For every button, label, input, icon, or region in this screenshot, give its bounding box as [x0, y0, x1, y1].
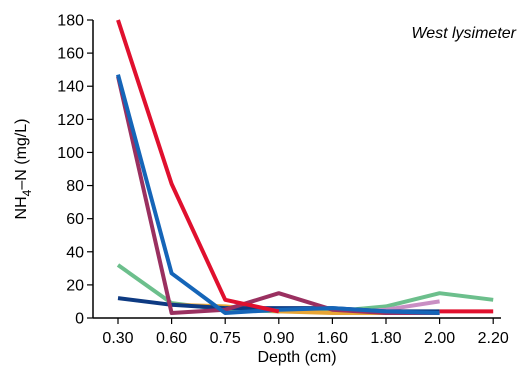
- y-axis-title-base: NH: [13, 196, 30, 219]
- x-tick-label: 0.30: [102, 330, 133, 347]
- y-tick-label: 40: [66, 244, 84, 261]
- y-tick-label: 0: [75, 311, 84, 328]
- y-tick-label: 60: [66, 211, 84, 228]
- x-tick-label: 2.00: [424, 330, 455, 347]
- y-tick-label: 160: [57, 46, 84, 63]
- y-tick-label: 140: [57, 79, 84, 96]
- y-tick-label: 80: [66, 178, 84, 195]
- y-ticks: 0 20 40 60 80 100 120 140 160 180: [57, 13, 93, 328]
- x-tick-label: 0.60: [156, 330, 187, 347]
- y-tick-label: 100: [57, 145, 84, 162]
- x-tick-label: 1.80: [370, 330, 401, 347]
- y-tick-label: 20: [66, 277, 84, 294]
- x-tick-label: 1.60: [317, 330, 348, 347]
- series-line-7: [116, 19, 280, 314]
- series-line-5: [116, 75, 440, 315]
- y-tick-label: 120: [57, 112, 84, 129]
- y-axis-title-sub: 4: [20, 189, 34, 196]
- series-lines: [116, 19, 494, 315]
- y-axis-title-rest: –N (mg/L): [13, 119, 30, 190]
- y-tick-label: 180: [57, 13, 84, 30]
- series-line-6: [116, 74, 440, 315]
- x-tick-label: 0.75: [210, 330, 241, 347]
- x-tick-label: 0.90: [263, 330, 294, 347]
- y-axis-title: NH4–N (mg/L): [13, 119, 34, 220]
- x-ticks: 0.30 0.60 0.75 0.90 1.60 1.80 2.00 2.20: [102, 318, 509, 347]
- chart-annotation: West lysimeter: [411, 25, 516, 42]
- axes: [92, 20, 501, 319]
- x-tick-label: 2.20: [478, 330, 509, 347]
- x-axis-title: Depth (cm): [257, 349, 336, 366]
